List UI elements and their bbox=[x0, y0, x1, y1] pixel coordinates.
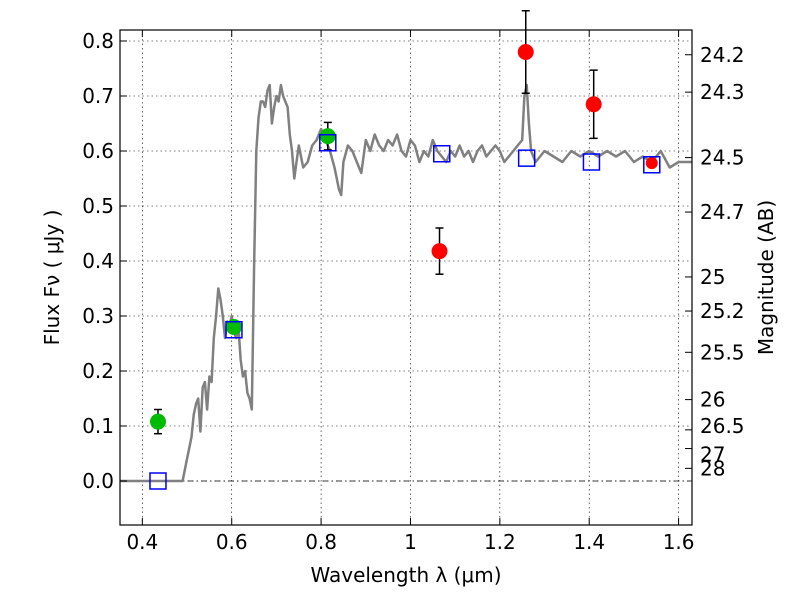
ticks bbox=[120, 30, 692, 525]
model-photometry-square bbox=[225, 321, 243, 339]
y-tick-labels: 0.0 0.1 0.2 0.3 0.4 0.5 0.6 0.7 0.8 bbox=[82, 29, 114, 493]
y-tick-label: 0.5 bbox=[82, 194, 114, 218]
y-tick-label: 0.4 bbox=[82, 249, 114, 273]
right-tick-label: 24.2 bbox=[700, 43, 745, 67]
x-tick-label: 0.8 bbox=[305, 530, 337, 554]
y-tick-label: 0.6 bbox=[82, 139, 114, 163]
data-point bbox=[149, 413, 166, 430]
right-tick-label: 27 bbox=[700, 443, 725, 467]
x-tick-label: 1.6 bbox=[663, 530, 695, 554]
data-point bbox=[585, 96, 602, 113]
x-tick-label: 1.2 bbox=[484, 530, 516, 554]
model-photometry-square bbox=[643, 156, 661, 174]
right-tick-label: 24.7 bbox=[700, 200, 745, 224]
model-photometry-square bbox=[149, 472, 167, 490]
y-tick-label: 0.3 bbox=[82, 304, 114, 328]
x-axis-label: Wavelength λ (μm) bbox=[310, 563, 501, 587]
right-tick-label: 24.3 bbox=[700, 80, 745, 104]
y-tick-label: 0.1 bbox=[82, 414, 114, 438]
data-points bbox=[149, 44, 661, 490]
data-point bbox=[319, 128, 336, 145]
x-tick-label: 1 bbox=[404, 530, 417, 554]
model-photometry-square bbox=[582, 153, 601, 171]
right-tick-label: 25.5 bbox=[700, 340, 745, 364]
data-point bbox=[431, 243, 448, 260]
right-tick-label: 25 bbox=[700, 265, 725, 289]
model-photometry-square bbox=[517, 149, 536, 167]
grid bbox=[120, 30, 692, 525]
x-tick-label: 0.4 bbox=[126, 530, 158, 554]
model-spectrum bbox=[120, 83, 692, 483]
data-point bbox=[645, 157, 658, 170]
error-bars bbox=[153, 10, 598, 435]
x-tick-label: 1.4 bbox=[573, 530, 605, 554]
model-spectrum-line bbox=[120, 83, 692, 483]
y-axis-label: Flux Fν ( μJy ) bbox=[40, 210, 64, 346]
model-photometry-square bbox=[319, 134, 337, 152]
model-photometry-square bbox=[433, 145, 451, 163]
y-tick-label: 0.8 bbox=[82, 29, 114, 53]
y-tick-label: 0.0 bbox=[82, 469, 114, 493]
right-tick-label: 24.5 bbox=[700, 146, 745, 170]
y-tick-label: 0.2 bbox=[82, 359, 114, 383]
y-tick-label: 0.7 bbox=[82, 84, 114, 108]
right-tick-label: 26 bbox=[700, 388, 725, 412]
right-tick-label: 26.5 bbox=[700, 414, 745, 438]
data-point bbox=[225, 319, 242, 335]
data-point bbox=[517, 44, 534, 60]
plot-frame bbox=[119, 29, 693, 526]
right-axis-label: Magnitude (AB) bbox=[754, 200, 778, 355]
right-tick-label: 25.2 bbox=[700, 299, 745, 323]
right-tick-label: 28 bbox=[700, 456, 725, 480]
x-tick-labels: 0.4 0.6 0.8 1 1.2 1.4 1.6 bbox=[126, 530, 694, 554]
x-tick-label: 0.6 bbox=[216, 530, 248, 554]
